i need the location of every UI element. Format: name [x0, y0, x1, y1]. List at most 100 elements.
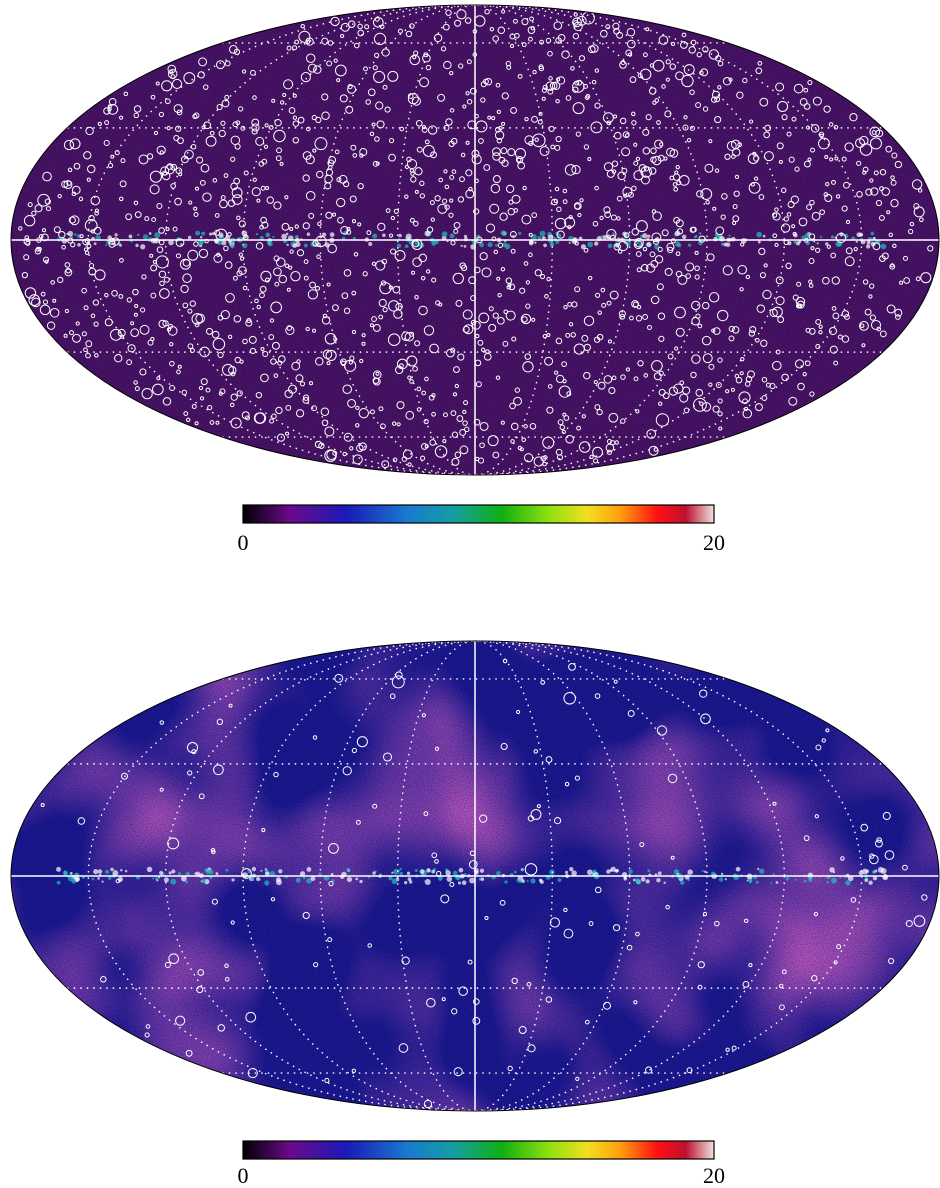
plane-source [306, 867, 311, 872]
plane-source [481, 877, 484, 880]
plane-source [530, 878, 535, 883]
colorbar-label: 20 [703, 1163, 725, 1188]
plane-source [521, 868, 524, 871]
plane-source [105, 870, 109, 874]
plane-source [609, 869, 612, 872]
plane-source [70, 872, 73, 875]
plane-source [310, 876, 315, 881]
plane-source [747, 879, 749, 881]
plane-source [725, 878, 727, 880]
plane-source [445, 870, 450, 875]
plane-source [829, 867, 834, 872]
plane-source [558, 878, 562, 882]
plane-source [98, 869, 103, 874]
plane-source [864, 878, 868, 882]
plane-source [646, 879, 650, 883]
plane-source [867, 240, 871, 244]
colorbar [243, 505, 714, 523]
plane-source [813, 241, 815, 243]
plane-source [93, 869, 98, 874]
plane-source [251, 877, 255, 881]
plane-source [272, 236, 274, 238]
plane-source [372, 234, 377, 239]
plane-source [72, 879, 76, 883]
plane-source [505, 244, 511, 250]
plane-source [721, 873, 723, 875]
plane-source [753, 874, 758, 879]
plane-source [458, 881, 461, 884]
plane-source [125, 870, 127, 872]
plane-source [804, 880, 807, 883]
plane-source [565, 871, 568, 874]
plane-source [256, 877, 260, 881]
plane-source [304, 244, 308, 248]
plane-source [156, 879, 158, 881]
plane-source [382, 233, 386, 237]
plane-source [108, 876, 112, 880]
plane-source [635, 878, 639, 882]
plane-source [398, 234, 402, 238]
plane-source [355, 877, 358, 880]
plane-source [206, 869, 211, 874]
plane-source [537, 236, 541, 240]
plane-source [726, 242, 731, 247]
plane-source [587, 869, 593, 875]
plane-source [453, 871, 458, 876]
plane-source [571, 870, 577, 876]
plane-source [415, 869, 418, 872]
plane-source [347, 868, 351, 872]
plane-source [728, 235, 730, 237]
plane-source [569, 242, 571, 244]
plane-source [786, 877, 789, 880]
plane-source [276, 879, 282, 885]
plane-source [442, 231, 448, 237]
plane-source [94, 242, 97, 245]
page: 020020 (() => { const data = JSON.parse(… [0, 0, 940, 1188]
plane-source [756, 232, 762, 238]
plane-source [147, 867, 153, 873]
plane-source [593, 870, 597, 874]
plane-source [292, 243, 297, 248]
plane-source [776, 881, 779, 884]
plane-source [159, 871, 163, 875]
plane-source [265, 871, 269, 875]
plane-source [420, 869, 425, 874]
plane-source [359, 880, 362, 883]
plane-source [518, 879, 522, 883]
plane-source [831, 235, 834, 238]
plane-source [447, 876, 453, 882]
plane-source [569, 867, 573, 871]
plane-source [407, 872, 410, 875]
plane-source [170, 879, 176, 885]
plane-source [431, 870, 435, 874]
sky-map: 020 [11, 641, 939, 1188]
plane-source [856, 241, 858, 243]
plane-source [495, 244, 498, 247]
plane-source [74, 233, 77, 236]
plane-source [687, 869, 693, 875]
plane-source [615, 869, 619, 873]
plane-source [642, 233, 647, 238]
plane-source [688, 243, 691, 246]
plane-source [827, 881, 829, 883]
plane-source [68, 231, 74, 237]
plane-source [488, 242, 493, 247]
plane-source [628, 869, 632, 873]
plane-source [92, 878, 95, 881]
plane-source [200, 236, 202, 238]
plane-source [462, 880, 467, 885]
plane-source [77, 243, 81, 247]
plane-source [647, 235, 650, 238]
plane-source [405, 244, 409, 248]
plane-source [646, 242, 651, 247]
plane-source [209, 233, 212, 236]
plane-source [137, 234, 139, 236]
plane-source [641, 877, 646, 882]
map-body [11, 641, 939, 1111]
plane-source [757, 868, 759, 870]
plane-source [702, 870, 704, 872]
plane-source [230, 244, 234, 248]
plane-source [540, 880, 544, 884]
plane-source [770, 882, 772, 884]
plane-source [330, 232, 335, 237]
